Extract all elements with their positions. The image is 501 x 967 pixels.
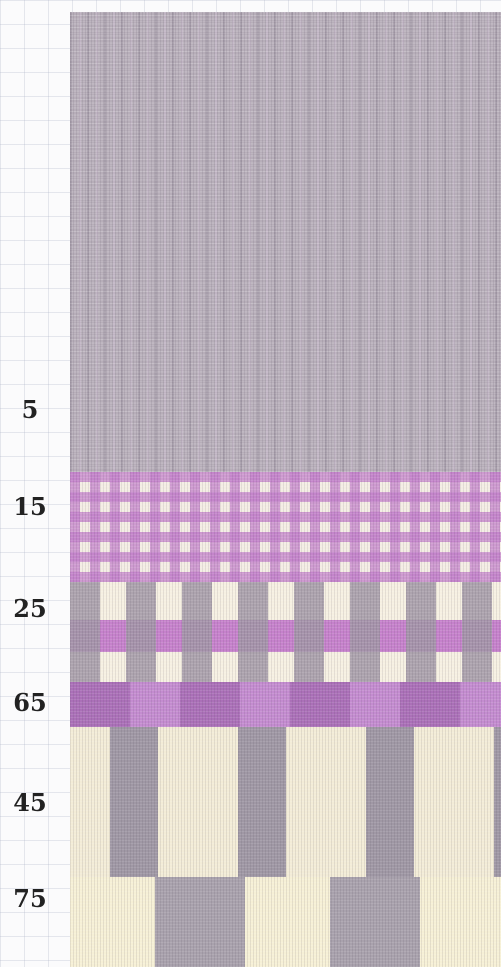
- wide-stripe-band: [70, 727, 501, 877]
- medium-check-band: [70, 582, 501, 682]
- row-label-15: 15: [13, 492, 47, 521]
- large-block-band: [70, 877, 501, 967]
- row-label-45: 45: [13, 788, 47, 817]
- row-label-65: 65: [13, 688, 47, 717]
- bold-lilac-stripe-band: [70, 682, 501, 727]
- row-label-5: 5: [21, 395, 39, 424]
- plain-fabric-band: [70, 12, 501, 472]
- fabric-swatch: [70, 12, 501, 967]
- row-label-75: 75: [13, 884, 47, 913]
- row-label-25: 25: [13, 594, 47, 623]
- small-gingham-band: [70, 472, 501, 582]
